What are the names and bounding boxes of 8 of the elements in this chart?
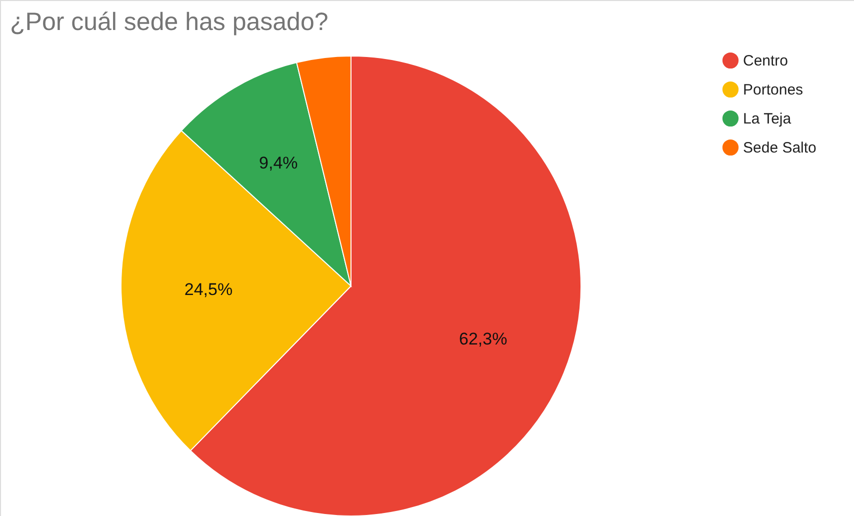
legend-label: Portones (743, 82, 804, 98)
data-label: 62,3% (458, 330, 508, 349)
data-label: 9,4% (259, 153, 298, 172)
legend-label: La Teja (743, 110, 792, 128)
chart-title: ¿Por cuál sede has pasado? (10, 8, 328, 36)
legend-label: Sede Salto (743, 140, 816, 156)
data-label: 24,5% (184, 280, 233, 300)
legend-label: Centro (743, 52, 788, 70)
